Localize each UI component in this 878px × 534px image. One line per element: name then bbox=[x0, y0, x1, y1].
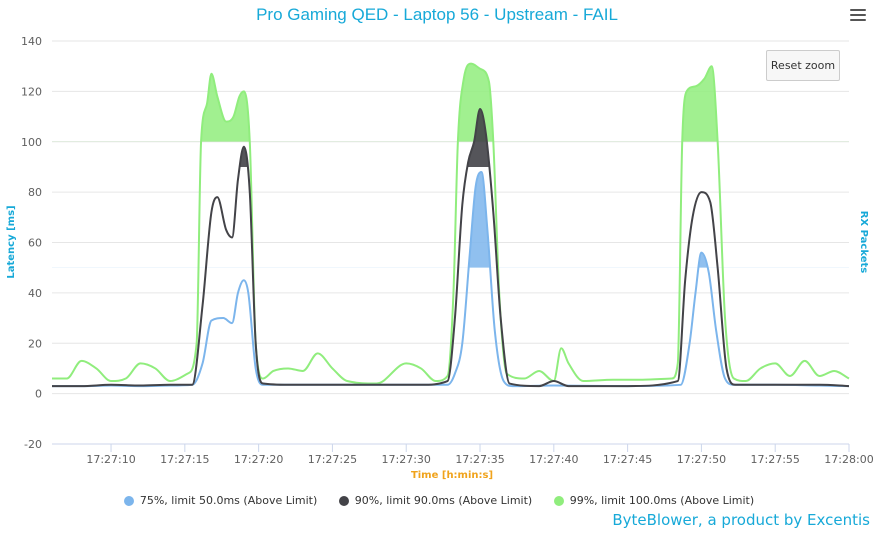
x-tick-label: 17:27:30 bbox=[382, 453, 431, 466]
y-tick-label: 60 bbox=[28, 237, 42, 250]
secondary-y-axis-title: RX Packets bbox=[858, 211, 869, 274]
y-axis-title: Latency [ms] bbox=[6, 205, 17, 278]
x-tick-label: 17:27:35 bbox=[455, 453, 504, 466]
series-line-1[interactable] bbox=[52, 108, 850, 388]
legend-item-75[interactable]: 75%, limit 50.0ms (Above Limit) bbox=[123, 494, 318, 507]
reset-zoom-button[interactable]: Reset zoom bbox=[766, 50, 840, 81]
x-tick-label: 17:27:15 bbox=[160, 453, 209, 466]
legend-dot-icon bbox=[338, 495, 349, 506]
y-tick-label: 20 bbox=[28, 337, 42, 350]
y-tick-label: -20 bbox=[24, 438, 42, 451]
axes: -20 0 20 40 60 80 100 120 140 17:27:10 17:27:15 17:… bbox=[21, 35, 874, 466]
x-tick-label: 17:27:45 bbox=[603, 453, 652, 466]
y-tick-label: 0 bbox=[35, 388, 42, 401]
legend-label: 90%, limit 90.0ms (Above Limit) bbox=[354, 494, 533, 507]
series-line-2[interactable] bbox=[52, 62, 850, 385]
y-tick-label: 120 bbox=[21, 85, 42, 98]
above-limit-area-2 bbox=[52, 63, 849, 142]
credits-text[interactable]: ByteBlower, a product by Excentis bbox=[612, 511, 870, 529]
chart-title: Pro Gaming QED - Laptop 56 - Upstream - … bbox=[256, 5, 618, 24]
x-tick-label: 17:27:20 bbox=[234, 453, 283, 466]
legend-dot-icon bbox=[123, 495, 134, 506]
menu-bar bbox=[850, 14, 866, 16]
legend-item-90[interactable]: 90%, limit 90.0ms (Above Limit) bbox=[338, 494, 533, 507]
x-tick-label: 17:27:50 bbox=[677, 453, 726, 466]
y-tick-label: 140 bbox=[21, 35, 42, 48]
legend-label: 99%, limit 100.0ms (Above Limit) bbox=[569, 494, 755, 507]
series-line-0[interactable] bbox=[52, 170, 850, 388]
legend-dot-icon bbox=[553, 495, 564, 506]
above-limit-fills bbox=[52, 63, 849, 268]
x-tick-label: 17:27:55 bbox=[751, 453, 800, 466]
x-tick-label: 17:27:10 bbox=[86, 453, 135, 466]
x-tick-label: 17:28:00 bbox=[824, 453, 873, 466]
hamburger-menu-icon[interactable] bbox=[850, 9, 866, 25]
y-tick-label: 40 bbox=[28, 287, 42, 300]
legend-label: 75%, limit 50.0ms (Above Limit) bbox=[139, 494, 318, 507]
series-lines bbox=[52, 62, 850, 388]
x-tick-label: 17:27:40 bbox=[529, 453, 578, 466]
menu-bar bbox=[850, 19, 866, 21]
x-axis-title: Time [h:min:s] bbox=[411, 470, 493, 481]
menu-bar bbox=[850, 9, 866, 11]
y-tick-label: 80 bbox=[28, 186, 42, 199]
legend: 75%, limit 50.0ms (Above Limit) 90%, lim… bbox=[0, 494, 878, 509]
x-tick-label: 17:27:25 bbox=[308, 453, 357, 466]
legend-item-99[interactable]: 99%, limit 100.0ms (Above Limit) bbox=[553, 494, 755, 507]
y-tick-label: 100 bbox=[21, 136, 42, 149]
